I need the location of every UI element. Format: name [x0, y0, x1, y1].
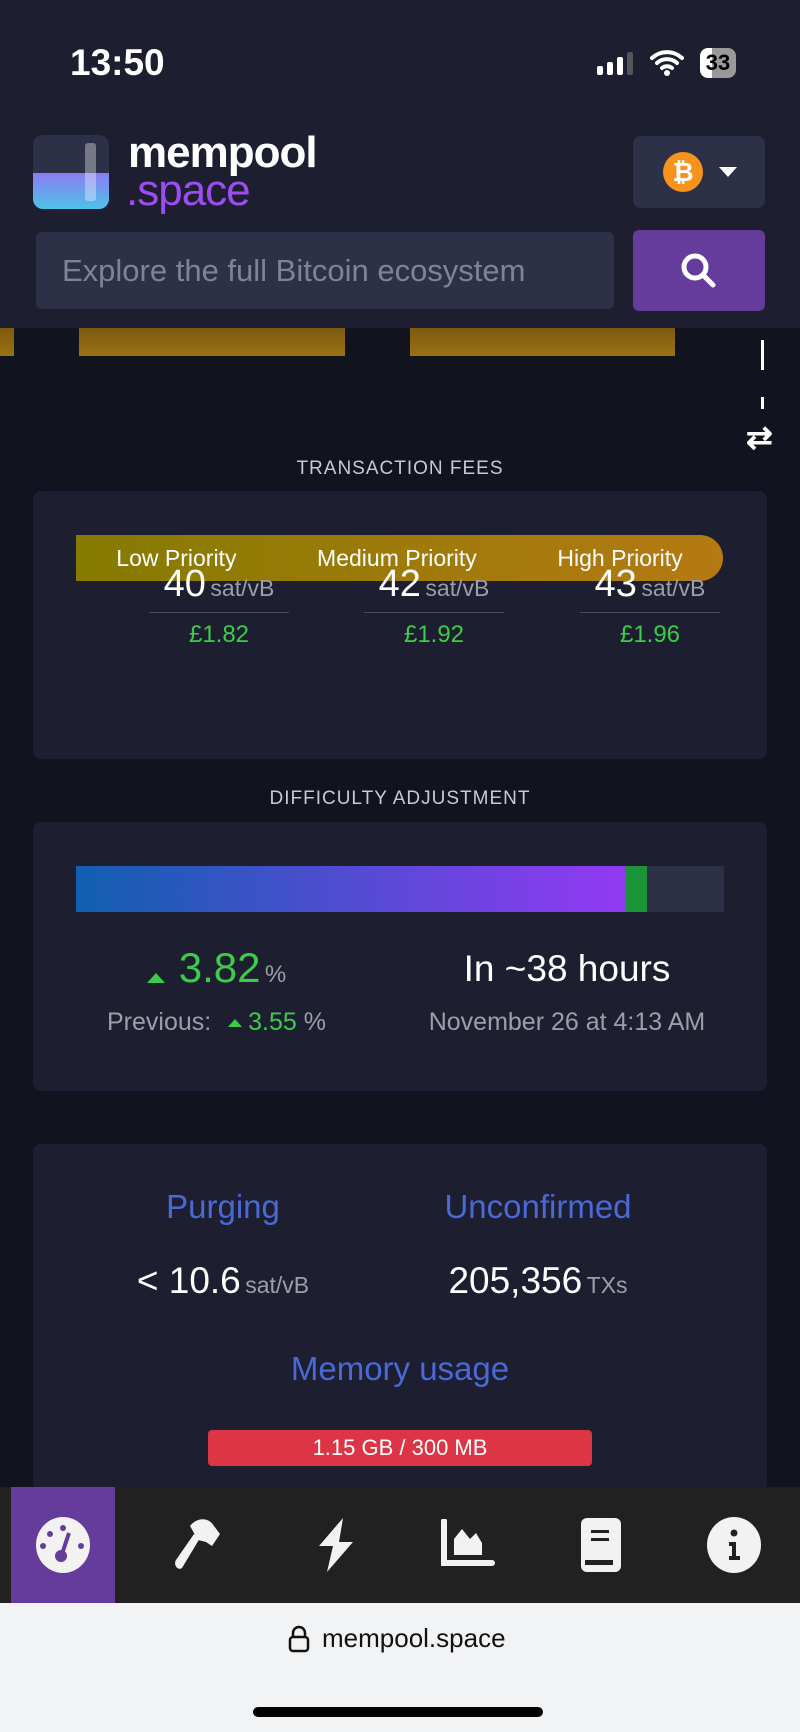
- home-indicator: [253, 1707, 543, 1717]
- fee-fiat: £1.92: [403, 621, 465, 648]
- search-icon: [681, 253, 716, 288]
- tab-dashboard[interactable]: [11, 1487, 115, 1603]
- network-selector[interactable]: ₿: [633, 136, 765, 208]
- previous-label: Previous:: [106, 1008, 212, 1036]
- mempool-block[interactable]: [410, 328, 675, 356]
- dashboard-icon: [36, 1517, 90, 1573]
- tab-docs[interactable]: [534, 1487, 667, 1603]
- browser-url-bar[interactable]: mempool.space: [0, 1603, 800, 1732]
- difficulty-card: 3.82 % Previous: 3.55 % In ~38 hours Nov…: [33, 822, 767, 1091]
- difficulty-eta: In ~38 hours: [463, 948, 671, 989]
- priority-low: Low Priority: [116, 544, 237, 571]
- purging-label: Purging: [166, 1188, 280, 1225]
- fee-high: 43 sat/vB £1.96: [580, 563, 720, 649]
- divider-line: [761, 397, 764, 409]
- difficulty-progress-fill: [76, 866, 625, 912]
- fees-card: Low Priority Medium Priority High Priori…: [33, 491, 767, 759]
- search-input[interactable]: [36, 232, 614, 309]
- tab-mining[interactable]: [135, 1487, 268, 1603]
- fee-fiat: £1.96: [619, 621, 681, 648]
- hammer-icon: [174, 1519, 220, 1569]
- fee-value: 43: [594, 563, 637, 605]
- difficulty-change: 3.82 %: [33, 944, 400, 992]
- tab-about[interactable]: [667, 1487, 800, 1603]
- caret-down-icon: [719, 167, 737, 177]
- change-value: 3.82: [178, 944, 261, 991]
- fee-medium: 42 sat/vB £1.92: [364, 563, 504, 649]
- unconfirmed-unit: TXs: [586, 1272, 628, 1298]
- difficulty-title: DIFFICULTY ADJUSTMENT: [269, 788, 531, 809]
- divider-line: [761, 340, 764, 370]
- mempool-block[interactable]: [0, 328, 14, 356]
- unconfirmed-value: 205,356: [448, 1260, 583, 1301]
- tab-graphs[interactable]: [401, 1487, 534, 1603]
- url-text: mempool.space: [322, 1623, 506, 1653]
- fee-value: 40: [163, 563, 206, 605]
- signal-icon: [597, 52, 633, 75]
- memory-usage-bar: 1.15 GB / 300 MB: [208, 1430, 592, 1466]
- logo[interactable]: [33, 135, 109, 209]
- purging-value: < 10.6: [136, 1260, 241, 1301]
- difficulty-progress-green: [621, 866, 647, 912]
- status-time: 13:50: [70, 42, 165, 83]
- wifi-icon: [650, 50, 684, 76]
- priority-medium: Medium Priority: [317, 544, 477, 571]
- battery-icon: 33: [700, 48, 736, 78]
- mempool-card: Purging Unconfirmed < 10.6 sat/vB 205,35…: [33, 1144, 767, 1494]
- unconfirmed-label: Unconfirmed: [444, 1188, 632, 1225]
- memory-label: Memory usage: [290, 1350, 510, 1387]
- chart-area-icon: [440, 1519, 495, 1566]
- purging: < 10.6 sat/vB: [73, 1260, 373, 1302]
- brand-name: mempool: [128, 128, 318, 177]
- change-unit: %: [264, 961, 287, 988]
- fee-unit: sat/vB: [210, 575, 275, 601]
- unconfirmed: 205,356 TXs: [388, 1260, 688, 1302]
- book-icon: [580, 1518, 621, 1572]
- difficulty-eta-date: November 26 at 4:13 AM: [428, 1008, 706, 1036]
- swap-arrows-icon[interactable]: ⇄: [746, 419, 773, 455]
- up-triangle-icon: [146, 972, 165, 983]
- up-triangle-icon: [228, 1019, 243, 1028]
- fee-low: 40 sat/vB £1.82: [149, 563, 289, 649]
- lightning-icon: [318, 1518, 353, 1572]
- info-icon: [706, 1517, 761, 1573]
- difficulty-previous: Previous: 3.55 %: [33, 1008, 400, 1037]
- battery-level: 33: [705, 50, 731, 75]
- bitcoin-icon: ₿: [663, 152, 703, 192]
- lock-icon: [288, 1625, 310, 1653]
- purging-unit: sat/vB: [245, 1272, 310, 1298]
- brand-domain: .space: [126, 166, 251, 215]
- previous-value: 3.55: [248, 1008, 297, 1036]
- fee-value: 42: [378, 563, 421, 605]
- fee-unit: sat/vB: [641, 575, 706, 601]
- previous-unit: %: [303, 1008, 327, 1036]
- mempool-block[interactable]: [79, 328, 345, 356]
- priority-high: High Priority: [557, 544, 683, 571]
- bottom-nav: [0, 1487, 800, 1603]
- fees-title: TRANSACTION FEES: [296, 458, 504, 479]
- priority-bar: Low Priority Medium Priority High Priori…: [76, 535, 723, 581]
- difficulty-progress-bar: [76, 866, 724, 912]
- search-button[interactable]: [633, 230, 765, 311]
- tab-lightning[interactable]: [268, 1487, 401, 1603]
- fee-unit: sat/vB: [425, 575, 490, 601]
- fee-fiat: £1.82: [188, 621, 250, 648]
